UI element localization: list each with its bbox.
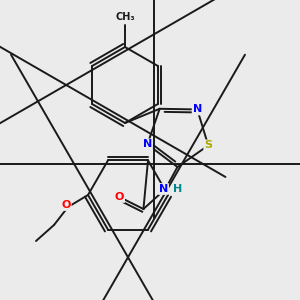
Text: O: O bbox=[61, 200, 71, 210]
Text: N: N bbox=[159, 184, 168, 194]
Text: CH₃: CH₃ bbox=[115, 12, 135, 22]
Text: S: S bbox=[204, 140, 212, 150]
Text: O: O bbox=[115, 192, 124, 202]
Text: H: H bbox=[173, 184, 182, 194]
Text: N: N bbox=[193, 104, 202, 114]
Text: N: N bbox=[143, 140, 152, 149]
